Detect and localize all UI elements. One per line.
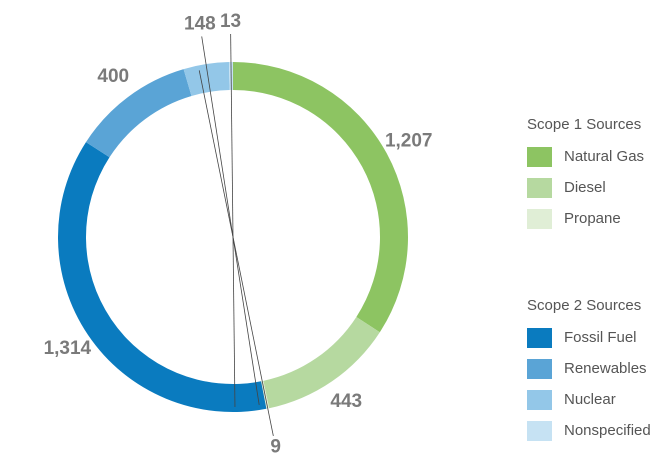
legend-label: Propane	[564, 210, 621, 227]
legend-label: Diesel	[564, 179, 606, 196]
legend-label: Nonspecified	[564, 422, 651, 439]
legend-swatch	[527, 390, 552, 410]
data-label: 1,207	[385, 131, 433, 152]
donut-slice	[57, 142, 267, 413]
leader-line	[201, 36, 260, 406]
legend-swatch	[527, 328, 552, 348]
legend-label: Natural Gas	[564, 148, 644, 165]
leader-line	[230, 34, 236, 407]
data-label: 400	[97, 66, 129, 87]
legend-label: Nuclear	[564, 391, 616, 408]
legend-swatch	[527, 147, 552, 167]
legend-title: Scope 2 Sources	[527, 297, 641, 314]
legend-swatch	[527, 421, 552, 441]
data-label: 9	[270, 437, 281, 458]
leader-line	[198, 70, 274, 437]
legend-label: Fossil Fuel	[564, 329, 637, 346]
data-label: 13	[220, 11, 241, 32]
donut-slice	[183, 62, 230, 96]
data-label: 443	[330, 391, 362, 412]
data-label: 148	[184, 14, 216, 35]
legend-swatch	[527, 359, 552, 379]
donut-slice	[233, 62, 408, 333]
legend-swatch	[527, 209, 552, 229]
donut-slice	[85, 69, 192, 158]
donut-slice	[263, 316, 380, 409]
legend-title: Scope 1 Sources	[527, 116, 641, 133]
legend-label: Renewables	[564, 360, 647, 377]
data-label: 1,314	[44, 338, 92, 359]
legend-swatch	[527, 178, 552, 198]
